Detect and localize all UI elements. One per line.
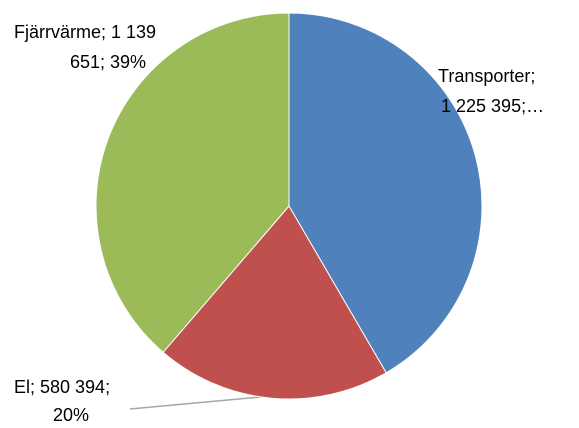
pie-slice	[288, 12, 483, 374]
leader-line	[129, 395, 273, 410]
pie-slice	[162, 205, 387, 400]
data-label: 1 225 395;…	[441, 96, 544, 116]
data-label: Transporter;	[438, 66, 535, 86]
data-label: 651; 39%	[70, 52, 146, 72]
data-label: 20%	[53, 405, 89, 425]
data-label: Fjärrvärme; 1 139	[14, 22, 156, 42]
data-label: El; 580 394;	[14, 377, 110, 397]
pie-slice	[95, 12, 290, 354]
